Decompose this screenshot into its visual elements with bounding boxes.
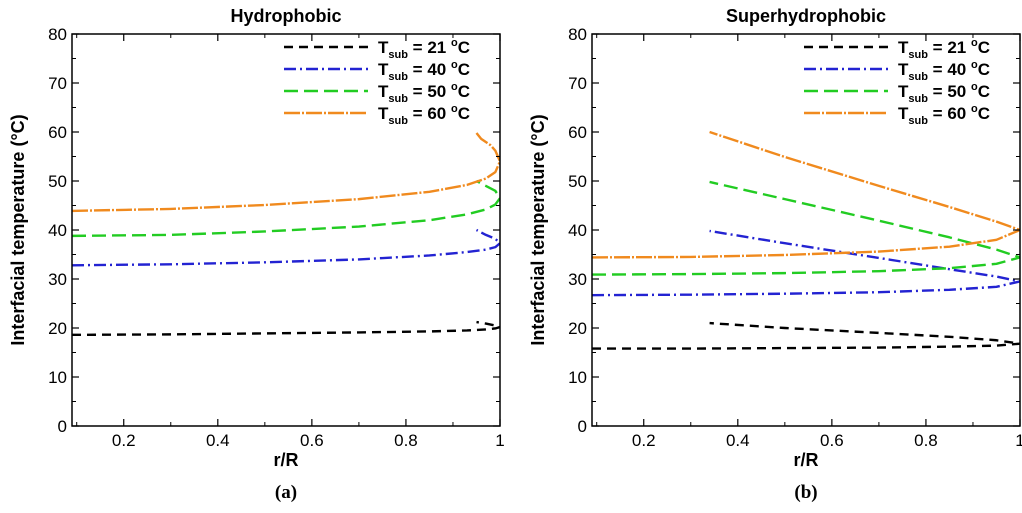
x-axis-label: r/R: [793, 450, 818, 470]
y-tick-label: 60: [568, 123, 587, 142]
panel-label: (a): [275, 482, 297, 503]
chart-title: Hydrophobic: [231, 6, 342, 26]
y-axis-label: Interfacial temperature (°C): [528, 114, 548, 345]
x-tick-label: 0.4: [206, 431, 230, 450]
y-tick-label: 20: [568, 319, 587, 338]
x-axis-label: r/R: [273, 450, 298, 470]
series-line-40: [592, 229, 1020, 297]
x-tick-label: 0.8: [394, 431, 418, 450]
legend-entry: Tsub = 50 oC: [378, 81, 470, 105]
legend-entry: Tsub = 21 oC: [378, 37, 470, 61]
series-line-40: [72, 228, 500, 267]
y-axis-label: Interfacial temperature (°C): [8, 114, 28, 345]
y-tick-label: 30: [48, 270, 67, 289]
x-tick-label: 0.8: [914, 431, 938, 450]
y-tick-label: 80: [568, 25, 587, 44]
y-tick-label: 20: [48, 319, 67, 338]
series-line-21: [592, 321, 1020, 350]
y-tick-label: 40: [48, 221, 67, 240]
y-tick-label: 80: [48, 25, 67, 44]
y-tick-label: 70: [48, 74, 67, 93]
y-tick-label: 60: [48, 123, 67, 142]
x-tick-label: 0.2: [632, 431, 656, 450]
x-tick-label: 0.2: [112, 431, 136, 450]
y-tick-label: 10: [48, 368, 67, 387]
legend-entry: Tsub = 50 oC: [898, 81, 990, 105]
series-line-60: [72, 132, 500, 213]
legend-entry: Tsub = 60 oC: [898, 103, 990, 127]
y-tick-label: 50: [568, 172, 587, 191]
legend-entry: Tsub = 40 oC: [898, 59, 990, 83]
legend-entry: Tsub = 21 oC: [898, 37, 990, 61]
chart-title: Superhydrophobic: [726, 6, 886, 26]
x-tick-label: 0.6: [820, 431, 844, 450]
series-line-50: [72, 179, 500, 238]
chart-panel-a: 0 10 20 30 40 50 60 70 80 0.2 0.4 0.6 0.8 1 Hydrophobi…: [8, 6, 505, 503]
x-tick-label: 1: [495, 431, 504, 450]
x-tick-label: 1: [1015, 431, 1022, 450]
y-tick-label: 10: [568, 368, 587, 387]
x-tick-label: 0.6: [300, 431, 324, 450]
x-tick-label: 0.4: [726, 431, 750, 450]
y-tick-label: 30: [568, 270, 587, 289]
chart-panel-b: 0 10 20 30 40 50 60 70 80 0.2 0.4 0.6 0.8 1 Superhydro…: [528, 6, 1022, 503]
series-line-21: [72, 320, 500, 337]
y-tick-label: 0: [578, 417, 587, 436]
panel-label: (b): [794, 482, 817, 503]
y-tick-label: 50: [48, 172, 67, 191]
y-tick-label: 40: [568, 221, 587, 240]
series-line-50: [592, 180, 1020, 276]
legend-entry: Tsub = 40 oC: [378, 59, 470, 83]
y-tick-label: 0: [58, 417, 67, 436]
y-tick-label: 70: [568, 74, 587, 93]
series-line-60: [592, 130, 1020, 259]
legend-entry: Tsub = 60 oC: [378, 103, 470, 127]
